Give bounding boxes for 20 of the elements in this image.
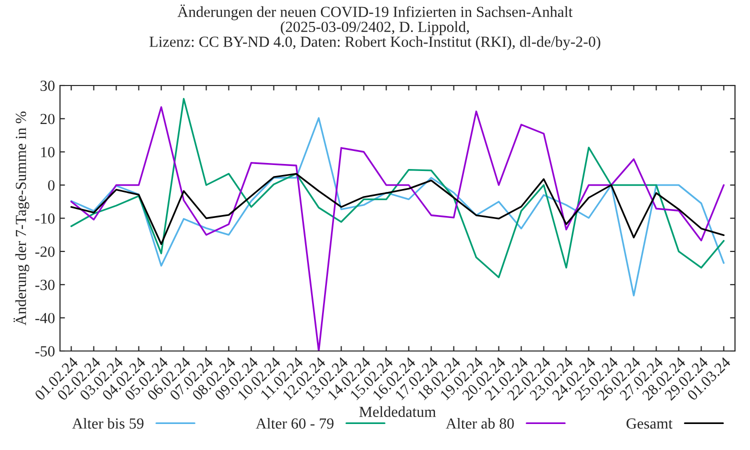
y-tick-label: 30 (40, 80, 55, 91)
legend-label: Gesamt (626, 418, 673, 429)
y-tick-label: -20 (35, 246, 55, 257)
y-tick-label: -10 (35, 213, 55, 224)
x-axis-title: Meldedatum (359, 406, 436, 417)
y-axis-title: Änderung der 7-Tage-Summe in % (14, 112, 30, 326)
chart-title: Änderungen der neuen COVID-19 Infizierten in Sachsen-Anhalt (2025-03-09/2402, D. Lippold, Lizenz: CC BY-ND 4.0, Daten: Robert Koch-Institut (RKI), dl-de/by-2-0) (150, 4, 600, 50)
y-tick-label: -30 (35, 280, 55, 290)
line-series (70, 106, 725, 351)
line-series (70, 98, 725, 278)
y-tick-label: 10 (41, 147, 55, 158)
legend-label: Alter ab 80 (446, 418, 514, 429)
y-tick-label: 0 (48, 180, 55, 191)
y-tick-label: -50 (35, 346, 55, 356)
y-tick-label: 20 (40, 114, 55, 124)
line-series (70, 117, 725, 296)
y-tick-label: -40 (35, 312, 55, 324)
legend-label: Alter 60 - 79 (256, 418, 334, 429)
line-series (70, 172, 725, 245)
legend-label: Alter bis 59 (72, 418, 144, 429)
